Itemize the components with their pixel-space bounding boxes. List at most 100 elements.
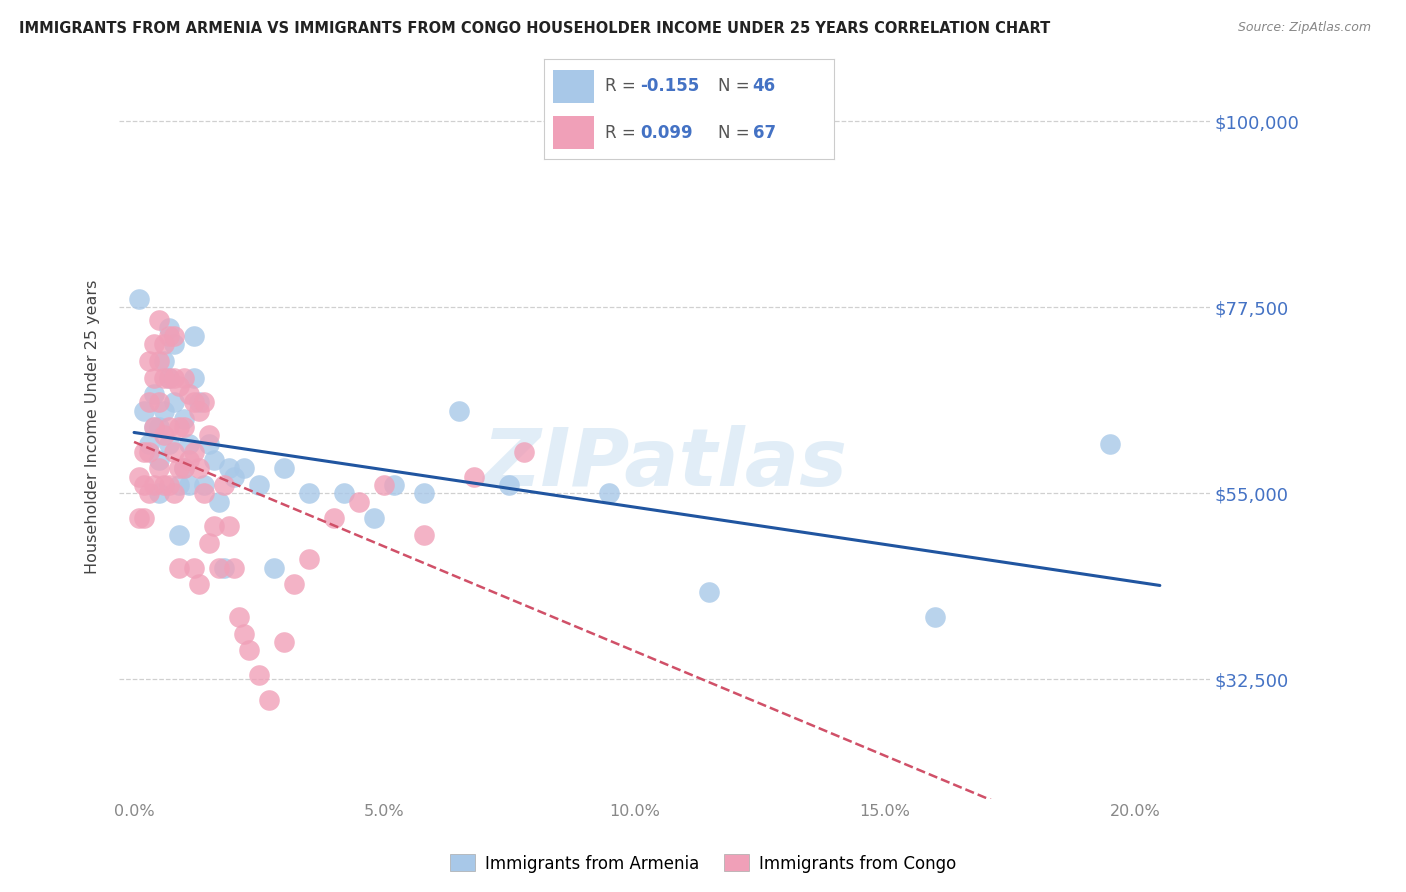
Point	[153, 428, 176, 442]
Point	[183, 560, 205, 574]
Point	[157, 321, 180, 335]
Point	[163, 486, 186, 500]
Point	[153, 337, 176, 351]
Point	[247, 668, 270, 682]
Point	[263, 560, 285, 574]
Point	[298, 552, 321, 566]
Point	[202, 519, 225, 533]
Point	[138, 486, 160, 500]
Point	[188, 395, 211, 409]
Point	[163, 370, 186, 384]
Point	[173, 412, 195, 426]
Point	[233, 461, 256, 475]
Point	[298, 486, 321, 500]
Point	[233, 627, 256, 641]
Point	[238, 643, 260, 657]
Point	[273, 461, 295, 475]
Point	[347, 494, 370, 508]
Point	[167, 527, 190, 541]
Point	[157, 478, 180, 492]
Point	[1098, 436, 1121, 450]
Point	[153, 354, 176, 368]
Point	[163, 337, 186, 351]
Y-axis label: Householder Income Under 25 years: Householder Income Under 25 years	[86, 280, 100, 574]
Point	[173, 420, 195, 434]
Point	[138, 445, 160, 459]
Point	[132, 403, 155, 417]
Point	[132, 511, 155, 525]
Point	[212, 560, 235, 574]
Text: IMMIGRANTS FROM ARMENIA VS IMMIGRANTS FROM CONGO HOUSEHOLDER INCOME UNDER 25 YEA: IMMIGRANTS FROM ARMENIA VS IMMIGRANTS FR…	[18, 21, 1050, 36]
Legend: Immigrants from Armenia, Immigrants from Congo: Immigrants from Armenia, Immigrants from…	[443, 847, 963, 880]
Point	[323, 511, 346, 525]
Point	[167, 560, 190, 574]
Point	[163, 395, 186, 409]
Point	[363, 511, 385, 525]
Point	[218, 519, 240, 533]
Point	[188, 403, 211, 417]
Point	[143, 420, 166, 434]
Point	[163, 329, 186, 343]
Point	[173, 461, 195, 475]
Point	[208, 560, 231, 574]
Point	[157, 370, 180, 384]
Point	[183, 445, 205, 459]
Point	[177, 436, 200, 450]
Point	[173, 461, 195, 475]
Point	[228, 610, 250, 624]
Point	[167, 379, 190, 393]
Point	[128, 292, 150, 306]
Point	[148, 395, 170, 409]
Point	[198, 428, 221, 442]
Point	[283, 577, 305, 591]
Point	[138, 395, 160, 409]
Point	[373, 478, 395, 492]
Point	[143, 420, 166, 434]
Point	[224, 560, 246, 574]
Point	[157, 420, 180, 434]
Point	[598, 486, 620, 500]
Text: ZIPatlas: ZIPatlas	[482, 425, 846, 503]
Point	[198, 436, 221, 450]
Point	[699, 585, 721, 599]
Point	[463, 469, 485, 483]
Point	[224, 469, 246, 483]
Point	[183, 395, 205, 409]
Point	[208, 494, 231, 508]
Point	[413, 486, 436, 500]
Point	[212, 478, 235, 492]
Point	[143, 337, 166, 351]
Point	[273, 635, 295, 649]
Point	[333, 486, 356, 500]
Point	[247, 478, 270, 492]
Point	[413, 527, 436, 541]
Point	[132, 478, 155, 492]
Point	[157, 370, 180, 384]
Point	[177, 478, 200, 492]
Point	[202, 453, 225, 467]
Point	[148, 453, 170, 467]
Point	[173, 370, 195, 384]
Point	[188, 577, 211, 591]
Point	[193, 395, 215, 409]
Point	[498, 478, 520, 492]
Point	[153, 478, 176, 492]
Point	[128, 469, 150, 483]
Point	[177, 387, 200, 401]
Point	[449, 403, 471, 417]
Point	[924, 610, 946, 624]
Text: Source: ZipAtlas.com: Source: ZipAtlas.com	[1237, 21, 1371, 34]
Point	[132, 445, 155, 459]
Point	[143, 370, 166, 384]
Point	[382, 478, 405, 492]
Point	[148, 354, 170, 368]
Point	[167, 478, 190, 492]
Point	[148, 461, 170, 475]
Point	[143, 387, 166, 401]
Point	[167, 420, 190, 434]
Point	[148, 420, 170, 434]
Point	[183, 329, 205, 343]
Point	[163, 445, 186, 459]
Point	[143, 478, 166, 492]
Point	[157, 329, 180, 343]
